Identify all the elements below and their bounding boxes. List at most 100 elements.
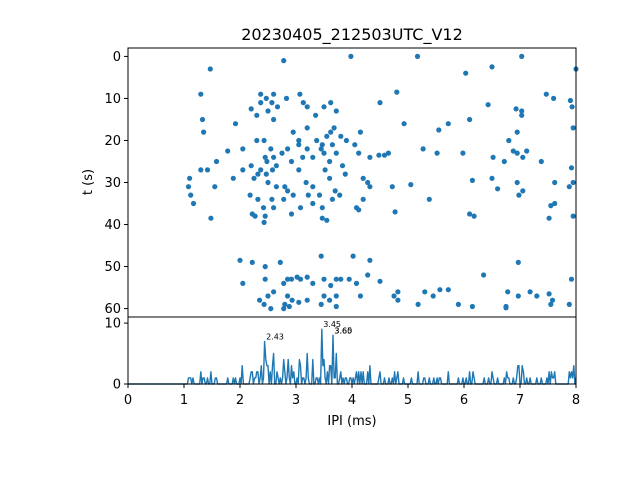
scatter-point (319, 215, 325, 221)
scatter-point (281, 280, 287, 286)
y-tick-label: 60 (104, 302, 121, 317)
scatter-point (318, 253, 324, 259)
scatter-point (261, 219, 267, 225)
scatter-point (514, 129, 520, 135)
scatter-point (230, 175, 236, 181)
scatter-point (258, 167, 264, 173)
scatter-point (269, 167, 276, 173)
scatter-point (506, 137, 512, 144)
scatter-point (350, 253, 356, 259)
scatter-point (281, 58, 287, 64)
scatter-point (365, 179, 371, 186)
scatter-point (185, 184, 192, 190)
scatter-point (310, 200, 316, 207)
scatter-point (316, 192, 323, 198)
scatter-point (377, 278, 383, 284)
scatter-point (495, 186, 501, 192)
scatter-point (296, 167, 302, 173)
scatter-point (290, 129, 296, 135)
scatter-point (258, 100, 264, 106)
scatter-point (360, 196, 366, 202)
scatter-point (249, 259, 255, 265)
scatter-point (548, 301, 554, 307)
scatter-point (552, 179, 558, 186)
scatter-point (296, 142, 302, 148)
scatter-point (570, 179, 576, 186)
scatter-point (469, 177, 475, 183)
scatter-point (422, 289, 428, 295)
scatter-point (271, 205, 277, 211)
scatter-point (367, 184, 373, 190)
scatter-point (282, 301, 288, 307)
scatter-point (187, 175, 193, 181)
scatter-point (360, 175, 366, 181)
scatter-point (304, 125, 310, 131)
x-tick-label: 1 (180, 393, 188, 408)
scatter-point (514, 150, 520, 156)
scatter-point (385, 150, 391, 156)
scatter-point (286, 303, 292, 310)
y-axis-ticks: 0 10 20 30 40 50 60 (104, 50, 128, 317)
x-tick-label: 4 (348, 393, 356, 408)
scatter-point (263, 171, 269, 177)
scatter-point (343, 137, 349, 144)
y-tick-label: 40 (104, 218, 121, 233)
scatter-point (190, 200, 197, 207)
scatter-point (262, 276, 268, 282)
scatter-point (240, 167, 246, 173)
scatter-point (394, 89, 400, 95)
scatter-point (552, 200, 558, 207)
scatter-point (262, 154, 268, 160)
scatter-point (467, 211, 473, 217)
peak-label: 3.60 (334, 326, 352, 335)
scatter-point (314, 137, 320, 144)
scatter-point (285, 276, 291, 282)
chart-title: 20230405_212503UTC_V12 (241, 25, 463, 45)
scatter-point (288, 158, 295, 165)
scatter-point (467, 116, 473, 123)
scatter-point (254, 137, 260, 144)
scatter-point (327, 175, 333, 181)
scatter-point (513, 106, 519, 112)
scatter-point (519, 53, 525, 60)
scatter-point (265, 293, 271, 299)
scatter-point (262, 264, 268, 270)
scatter-point (436, 127, 442, 133)
scatter-point (549, 297, 556, 303)
scatter-point (434, 150, 440, 156)
y-tick-label: 20 (104, 134, 121, 149)
scatter-point (281, 306, 287, 312)
x-tick-label: 3 (292, 393, 300, 408)
scatter-point (367, 154, 373, 160)
scatter-point (401, 121, 407, 127)
scatter-point (391, 293, 397, 299)
scatter-point (305, 192, 311, 198)
scatter-point (273, 184, 279, 190)
scatter-point (415, 301, 421, 307)
scatter-point (188, 192, 194, 198)
scatter-point (263, 95, 269, 101)
scatter-point (321, 276, 327, 282)
scatter-point (485, 102, 491, 108)
scatter-point (346, 276, 352, 282)
scatter-point (201, 129, 207, 135)
scatter-point (208, 215, 214, 221)
scatter-point (254, 112, 260, 118)
scatter-point (300, 154, 306, 160)
scatter-point (430, 293, 436, 299)
scatter-point (548, 203, 554, 209)
scatter-point (260, 205, 267, 211)
y-tick-label: 0 (113, 50, 121, 65)
scatter-point (265, 108, 271, 114)
scatter-point (489, 64, 495, 70)
scatter-point (252, 213, 258, 219)
scatter-point (569, 104, 575, 110)
scatter-point (271, 91, 277, 97)
scatter-point (324, 217, 330, 223)
scatter-point (376, 152, 382, 158)
histogram-panel: 2.43 3.453.603.65 0 10 0 1 2 3 4 5 6 7 8 IPI (ms) (104, 316, 580, 429)
scatter-point (338, 276, 344, 282)
scatter-point (353, 280, 360, 286)
scatter-panel: 0 10 20 30 40 50 60 t (s) (81, 47, 579, 318)
